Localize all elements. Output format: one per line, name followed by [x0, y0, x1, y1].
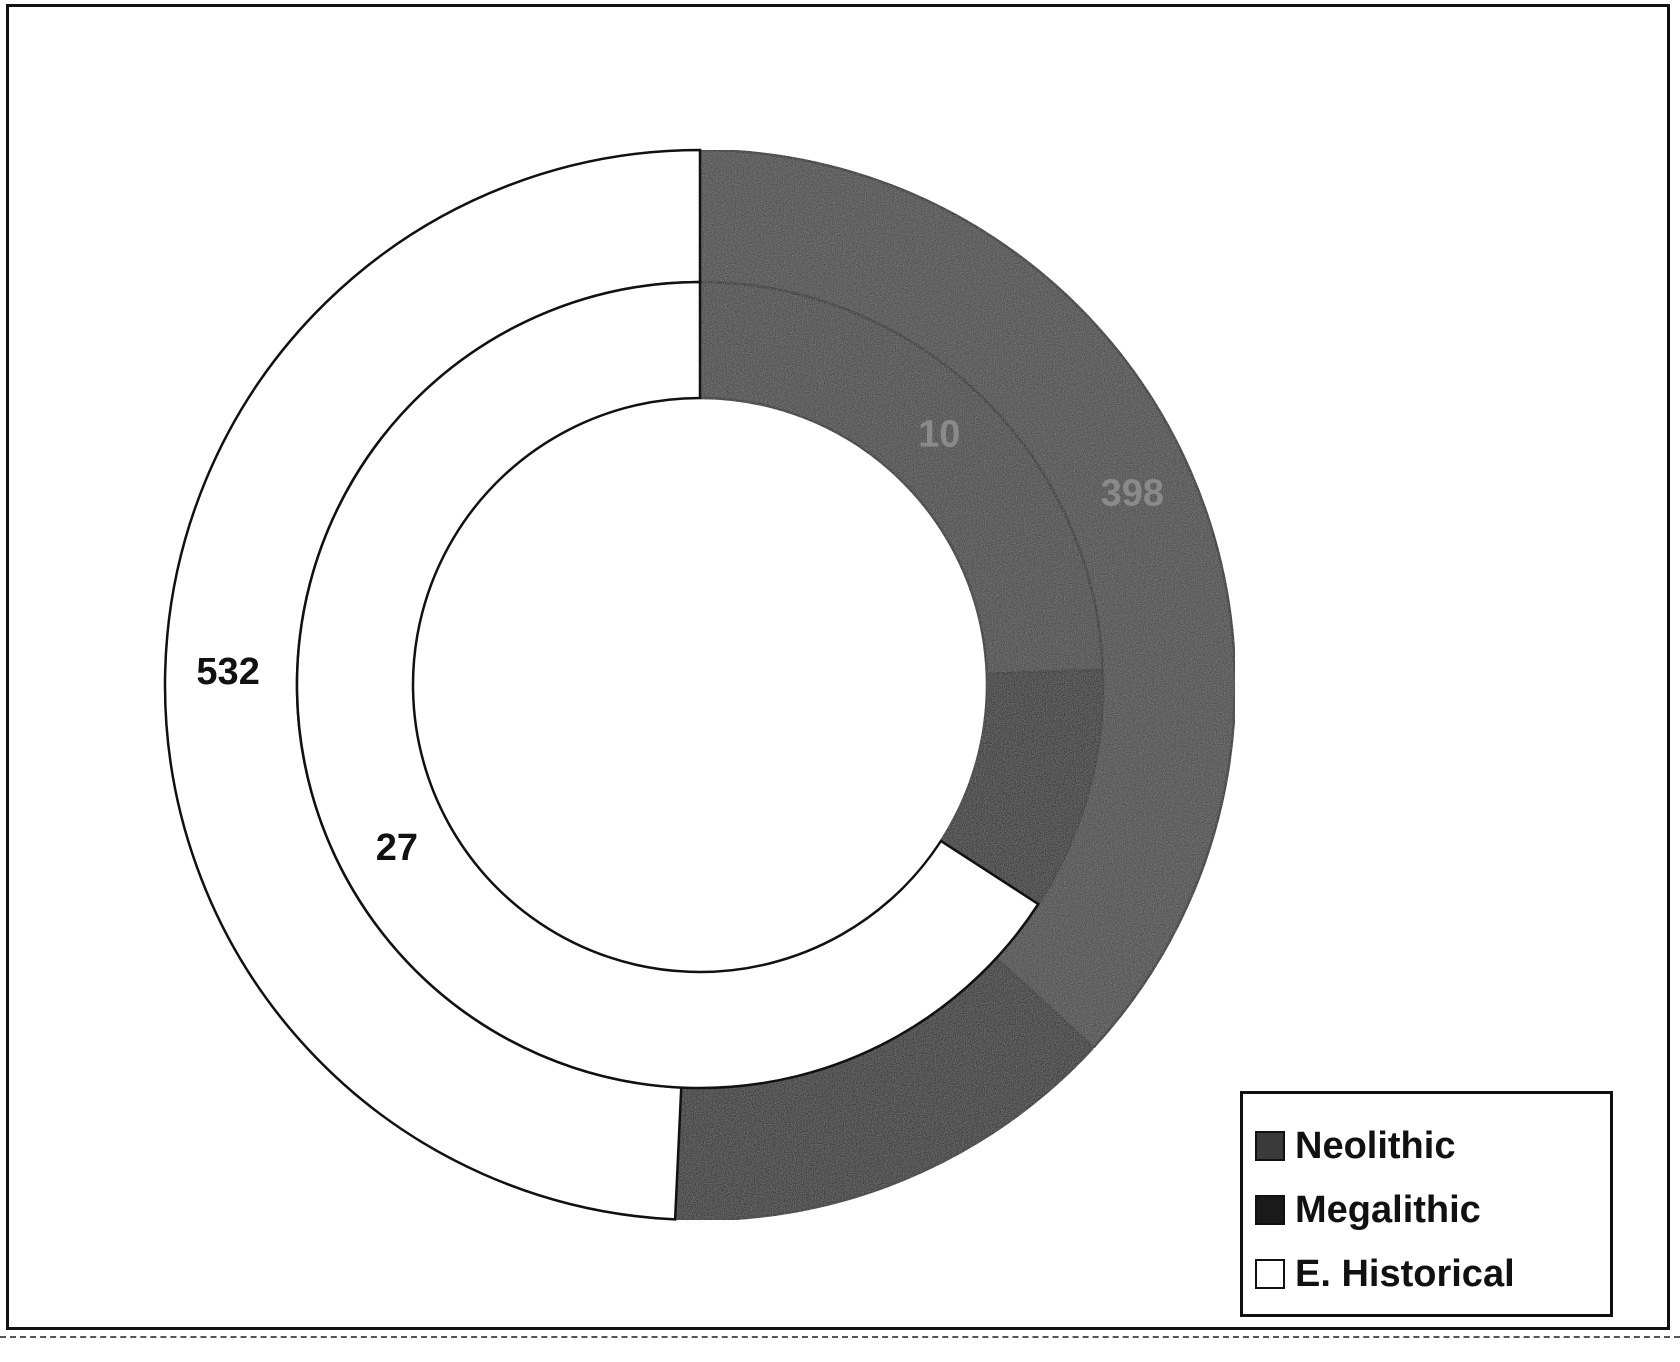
legend-item-megalithic: Megalithic — [1255, 1178, 1610, 1242]
legend: Neolithic Megalithic E. Historical — [1240, 1091, 1613, 1317]
legend-swatch-megalithic — [1255, 1195, 1285, 1225]
legend-swatch-neolithic — [1255, 1131, 1285, 1161]
outer-data-label-neolithic: 398 — [1101, 473, 1164, 515]
legend-swatch-e-historical — [1255, 1259, 1285, 1289]
legend-label-neolithic: Neolithic — [1295, 1125, 1455, 1168]
legend-label-e-historical: E. Historical — [1295, 1253, 1515, 1296]
legend-item-e-historical: E. Historical — [1255, 1242, 1610, 1306]
inner-data-label-neolithic: 10 — [918, 413, 960, 455]
outer-data-label-e-historical: 532 — [196, 651, 259, 693]
inner-data-label-e-historical: 27 — [376, 827, 418, 869]
legend-label-megalithic: Megalithic — [1295, 1189, 1481, 1232]
inner-ring — [297, 282, 1103, 1088]
legend-item-neolithic: Neolithic — [1255, 1114, 1610, 1178]
